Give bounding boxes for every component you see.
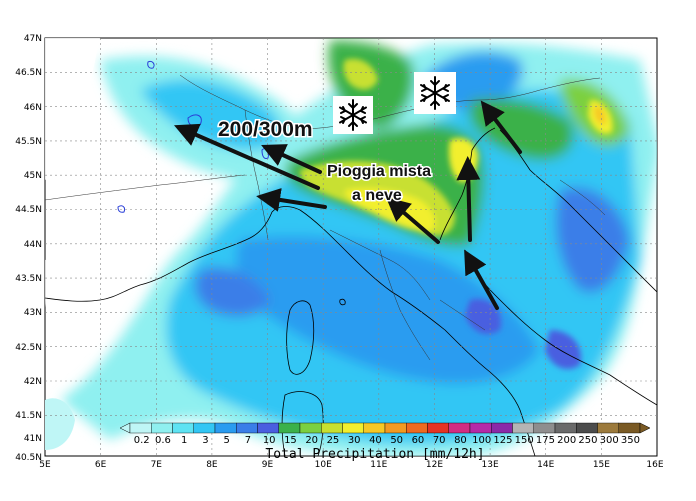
colorbar-swatch (597, 422, 619, 434)
snowflake-icon (414, 72, 456, 114)
colorbar-label: 100 (472, 435, 491, 446)
colorbar-label: 250 (578, 435, 597, 446)
lon-label: 11E (370, 460, 387, 470)
colorbar-title: Total Precipitation [mm/12h] (265, 447, 484, 462)
colorbar-swatch (469, 422, 492, 434)
gridlines (45, 38, 657, 456)
arrow (385, 197, 440, 244)
arrow (174, 123, 320, 190)
altitude-annotation: 200/300m (218, 118, 313, 141)
lon-label: 6E (95, 460, 107, 470)
colorbar-swatch (257, 422, 279, 434)
colorbar-swatch (363, 422, 386, 434)
colorbar-swatch (299, 422, 322, 434)
colorbar-label: 60 (412, 435, 425, 446)
lon-label: 12E (426, 460, 443, 470)
arrow (456, 156, 481, 242)
latitude-labels: 47N 46.5N 46N 45.5N 45N 44.5N 44N 43.5N … (15, 34, 42, 463)
lon-label: 14E (537, 460, 554, 470)
colorbar-label: 80 (454, 435, 467, 446)
colorbar-label: 125 (493, 435, 512, 446)
colorbar-label: 5 (224, 435, 230, 446)
colorbar: 0.2 0.6 1 3 5 7 10 15 20 25 30 40 50 60 70 80 100 125 150 1… (119, 422, 651, 446)
colorbar-swatch (618, 422, 641, 434)
lon-label: 10E (315, 460, 332, 470)
colorbar-label: 3 (202, 435, 208, 446)
colorbar-label: 0.2 (134, 435, 150, 446)
colorbar-swatch (321, 422, 343, 434)
longitude-labels: 5E 6E 7E 8E 9E 10E 11E 12E 13E 14E 15E 1… (39, 460, 664, 470)
lon-label: 13E (482, 460, 499, 470)
colorbar-swatch (342, 422, 364, 434)
colorbar-swatch (129, 422, 152, 434)
lat-label: 42.5N (15, 343, 42, 353)
lat-label: 41N (24, 434, 42, 444)
lat-label: 40.5N (15, 453, 42, 463)
lat-label: 42N (24, 377, 42, 387)
colorbar-label: 15 (284, 435, 297, 446)
colorbar-label: 7 (245, 435, 251, 446)
lon-label: 9E (262, 460, 274, 470)
lon-label: 8E (206, 460, 218, 470)
lat-label: 43N (24, 308, 42, 318)
flow-arrows (174, 100, 522, 310)
colorbar-label: 25 (327, 435, 340, 446)
colorbar-swatch (512, 422, 534, 434)
colorbar-swatch (214, 422, 237, 434)
rain-annotation-line1: Pioggia mista (327, 163, 431, 180)
colorbar-swatch (533, 422, 556, 434)
lat-label: 41.5N (15, 411, 42, 421)
colorbar-label: 70 (433, 435, 446, 446)
colorbar-swatch (448, 422, 471, 434)
colorbar-swatch (193, 422, 216, 434)
borders (45, 74, 606, 361)
colorbar-swatch (384, 422, 407, 434)
colorbar-label: 175 (536, 435, 555, 446)
colorbar-label: 350 (621, 435, 640, 446)
colorbar-swatch (576, 422, 598, 434)
lat-label: 45N (24, 171, 42, 181)
lat-label: 47N (24, 34, 42, 44)
lat-label: 44N (24, 240, 42, 250)
colorbar-label: 10 (263, 435, 276, 446)
rain-annotation-line2: a neve (352, 187, 402, 204)
arrow (480, 100, 522, 154)
colorbar-label: 30 (348, 435, 361, 446)
lat-label: 45.5N (15, 137, 42, 147)
lat-label: 43.5N (15, 274, 42, 284)
colorbar-swatch (278, 422, 301, 434)
colorbar-label: 20 (305, 435, 318, 446)
colorbar-swatch (172, 422, 194, 434)
colorbar-swatch (427, 422, 449, 434)
arrow (464, 249, 499, 310)
colorbar-label: 50 (390, 435, 403, 446)
lat-label: 46.5N (15, 68, 42, 78)
lat-label: 44.5N (15, 205, 42, 215)
colorbar-swatch (554, 422, 577, 434)
lon-label: 16E (646, 460, 663, 470)
lon-label: 5E (39, 460, 51, 470)
arrow (261, 144, 322, 174)
colorbar-label: 1 (181, 435, 187, 446)
lon-label: 7E (151, 460, 163, 470)
colorbar-label: 200 (557, 435, 576, 446)
colorbar-swatch (236, 422, 258, 434)
colorbar-label: 0.6 (155, 435, 171, 446)
colorbar-right-arrow (639, 422, 651, 434)
arrow (256, 188, 327, 212)
colorbar-label: 150 (515, 435, 534, 446)
colorbar-swatch (406, 422, 428, 434)
lat-label: 46N (24, 103, 42, 113)
colorbar-swatch (151, 422, 173, 434)
colorbar-label: 300 (600, 435, 619, 446)
colorbar-label: 40 (369, 435, 382, 446)
colorbar-swatch (491, 422, 513, 434)
lon-label: 15E (593, 460, 610, 470)
snowflake-icon (333, 96, 373, 134)
